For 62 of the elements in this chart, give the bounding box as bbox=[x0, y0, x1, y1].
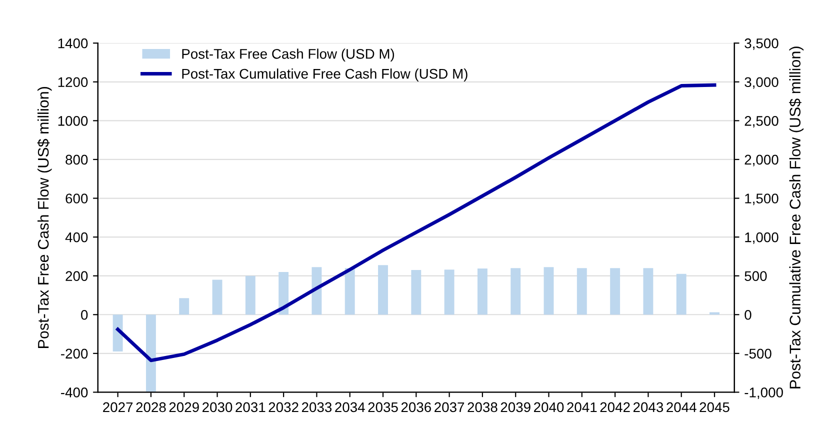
y-tick-label: 0 bbox=[81, 310, 88, 320]
y2-tick-label: -500 bbox=[744, 348, 772, 359]
bar bbox=[643, 268, 654, 315]
bar bbox=[146, 314, 156, 392]
bar bbox=[444, 270, 454, 315]
x-tick-label: 2042 bbox=[600, 402, 630, 412]
y2-axis-title: Post-Tax Cumulative Free Cash Flow (US$ million) bbox=[789, 46, 804, 388]
line-series bbox=[116, 83, 716, 362]
x-tick-label: 2037 bbox=[434, 402, 464, 412]
bar bbox=[312, 267, 322, 315]
bar bbox=[411, 270, 422, 315]
legend-label: Post-Tax Free Cash Flow (USD M) bbox=[182, 48, 394, 62]
legend-label: Post-Tax Cumulative Free Cash Flow (USD M) bbox=[182, 68, 468, 82]
bar bbox=[179, 298, 190, 315]
bar bbox=[378, 265, 388, 315]
y-tick-label: 1400 bbox=[58, 38, 88, 48]
x-tick-label: 2029 bbox=[169, 402, 199, 412]
bar bbox=[676, 274, 686, 315]
y-axis-title: Post-Tax Free Cash Flow (US$ million) bbox=[37, 87, 52, 348]
y2-tick-label: 500 bbox=[744, 271, 767, 282]
bar bbox=[245, 276, 256, 315]
bar bbox=[344, 268, 355, 315]
bar bbox=[477, 268, 488, 315]
bar bbox=[610, 268, 620, 315]
x-tick-label: 2032 bbox=[268, 402, 298, 412]
x-tick-label: 2035 bbox=[368, 402, 398, 412]
y2-tick-label: 3,000 bbox=[744, 77, 778, 89]
bar bbox=[544, 267, 554, 315]
y-tick-label: 200 bbox=[66, 271, 88, 282]
y2-tick-label: 1,500 bbox=[745, 194, 778, 206]
x-tick-label: 2033 bbox=[302, 402, 332, 412]
x-tick-label: 2027 bbox=[103, 402, 133, 412]
y2-tick-label: 0 bbox=[744, 310, 752, 320]
y2-tick-label: 1,000 bbox=[745, 232, 778, 244]
x-tick-label: 2044 bbox=[666, 402, 696, 412]
x-tick-label: 2031 bbox=[236, 402, 266, 412]
x-tick-label: 2041 bbox=[567, 402, 597, 412]
bar bbox=[112, 314, 123, 352]
y-tick-label: 600 bbox=[66, 194, 88, 204]
y-tick-label: 800 bbox=[66, 154, 88, 165]
y-tick-label: 1000 bbox=[58, 116, 88, 126]
y2-tick-label: 3,500 bbox=[744, 38, 778, 50]
x-tick-label: 2028 bbox=[136, 402, 166, 412]
x-tick-label: 2043 bbox=[633, 402, 664, 412]
y2-tick-label: 2,000 bbox=[744, 154, 778, 166]
y-tick-label: 1200 bbox=[58, 77, 88, 88]
x-tick-label: 2036 bbox=[401, 402, 431, 412]
x-tick-label: 2040 bbox=[534, 402, 564, 412]
bar bbox=[278, 272, 289, 315]
y-tick-label: -200 bbox=[61, 348, 88, 359]
x-tick-label: 2038 bbox=[468, 402, 498, 412]
x-tick-label: 2030 bbox=[202, 402, 232, 412]
bar bbox=[510, 268, 521, 315]
x-tick-label: 2039 bbox=[500, 402, 530, 412]
y-tick-label: -400 bbox=[61, 388, 88, 398]
x-tick-label: 2045 bbox=[700, 402, 730, 412]
bar bbox=[212, 280, 222, 315]
bar bbox=[576, 268, 587, 315]
y2-tick-label: 2,500 bbox=[744, 116, 778, 128]
y-tick-label: 400 bbox=[65, 232, 88, 242]
y2-tick-label: -1,000 bbox=[744, 388, 783, 400]
x-tick-label: 2034 bbox=[335, 402, 365, 412]
